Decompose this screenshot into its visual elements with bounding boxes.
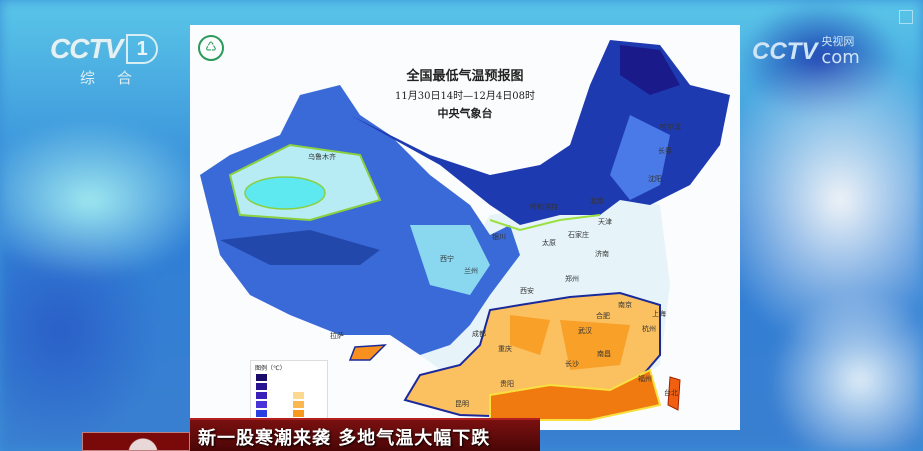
west-cold-region xyxy=(200,85,520,355)
legend-swatch-warm xyxy=(293,410,304,417)
cctv-com-chinese: 央视网 xyxy=(821,35,855,48)
legend-swatch-cold xyxy=(256,383,267,390)
city-label: 长沙 xyxy=(565,360,579,368)
city-label: 南京 xyxy=(618,301,632,309)
city-label: 杭州 xyxy=(642,325,656,333)
legend-swatch-warm xyxy=(293,392,304,399)
city-label: 重庆 xyxy=(498,345,512,353)
legend-swatch-cold xyxy=(256,410,267,417)
weather-map: ♺ 全国最低气温预报图 11月30日14时—12月4日08时 中央气象台 乌鲁木… xyxy=(190,25,740,430)
city-label: 兰州 xyxy=(464,267,478,275)
city-label: 合肥 xyxy=(596,312,610,320)
city-label: 银川 xyxy=(492,233,506,241)
city-label: 武汉 xyxy=(578,327,592,335)
city-label: 长春 xyxy=(658,147,672,155)
cma-logo: ♺ xyxy=(198,35,224,61)
city-label: 石家庄 xyxy=(568,231,589,239)
city-label: 拉萨 xyxy=(330,332,344,340)
city-label: 贵阳 xyxy=(500,380,514,388)
channel-subtitle: 综合 xyxy=(80,69,155,87)
cold-band xyxy=(220,230,380,265)
city-label: 北京 xyxy=(590,197,604,205)
cctv-com-domain: com xyxy=(821,47,860,68)
legend-swatch-cold xyxy=(256,392,267,399)
news-caption: 新一股寒潮来袭 多地气温大幅下跌 xyxy=(190,418,540,451)
city-label: 郑州 xyxy=(565,275,579,283)
legend-swatch-cold xyxy=(256,374,267,381)
city-label: 天津 xyxy=(598,218,612,226)
cctv-logo-text: CCTV xyxy=(50,33,123,64)
cctv-com-logo: CCTV 央视网 com xyxy=(752,36,860,67)
city-label: 济南 xyxy=(595,250,609,258)
legend-swatch-cold xyxy=(256,401,267,408)
zero-isotherm xyxy=(489,214,601,232)
fullscreen-icon xyxy=(899,10,913,24)
city-label: 福州 xyxy=(638,375,652,383)
legend-swatch-warm xyxy=(293,401,304,408)
city-label: 昆明 xyxy=(455,400,469,408)
south-tibet-warm xyxy=(348,344,387,361)
map-issuer: 中央气象台 xyxy=(437,107,493,120)
city-label: 呼和浩特 xyxy=(530,203,558,211)
city-label: 南昌 xyxy=(597,350,611,358)
city-label: 乌鲁木齐 xyxy=(308,153,336,161)
cctv-com-brand: CCTV xyxy=(752,37,818,65)
city-label: 哈尔滨 xyxy=(660,123,681,131)
city-label: 成都 xyxy=(472,330,486,338)
city-label: 西安 xyxy=(520,287,534,295)
news-thumbnail xyxy=(82,432,190,451)
coldest-area xyxy=(620,45,680,95)
map-graphic xyxy=(200,40,730,421)
city-label: 台北 xyxy=(664,389,678,397)
city-label: 太原 xyxy=(542,239,556,247)
basin-core xyxy=(244,176,326,210)
city-label: 沈阳 xyxy=(648,175,662,183)
city-label: 西宁 xyxy=(440,255,454,263)
city-label: 上海 xyxy=(652,310,666,318)
cctv1-logo: CCTV 1 综合 xyxy=(50,33,159,88)
northeast-plain xyxy=(610,115,670,200)
taiwan xyxy=(667,376,681,411)
map-title: 全国最低气温预报图 xyxy=(406,69,524,84)
loess-region xyxy=(410,225,490,295)
map-period: 11月30日14时—12月4日08时 xyxy=(395,91,535,102)
warm-core xyxy=(510,315,630,370)
channel-number: 1 xyxy=(126,34,159,64)
legend-title: 图例（℃） xyxy=(255,365,286,372)
